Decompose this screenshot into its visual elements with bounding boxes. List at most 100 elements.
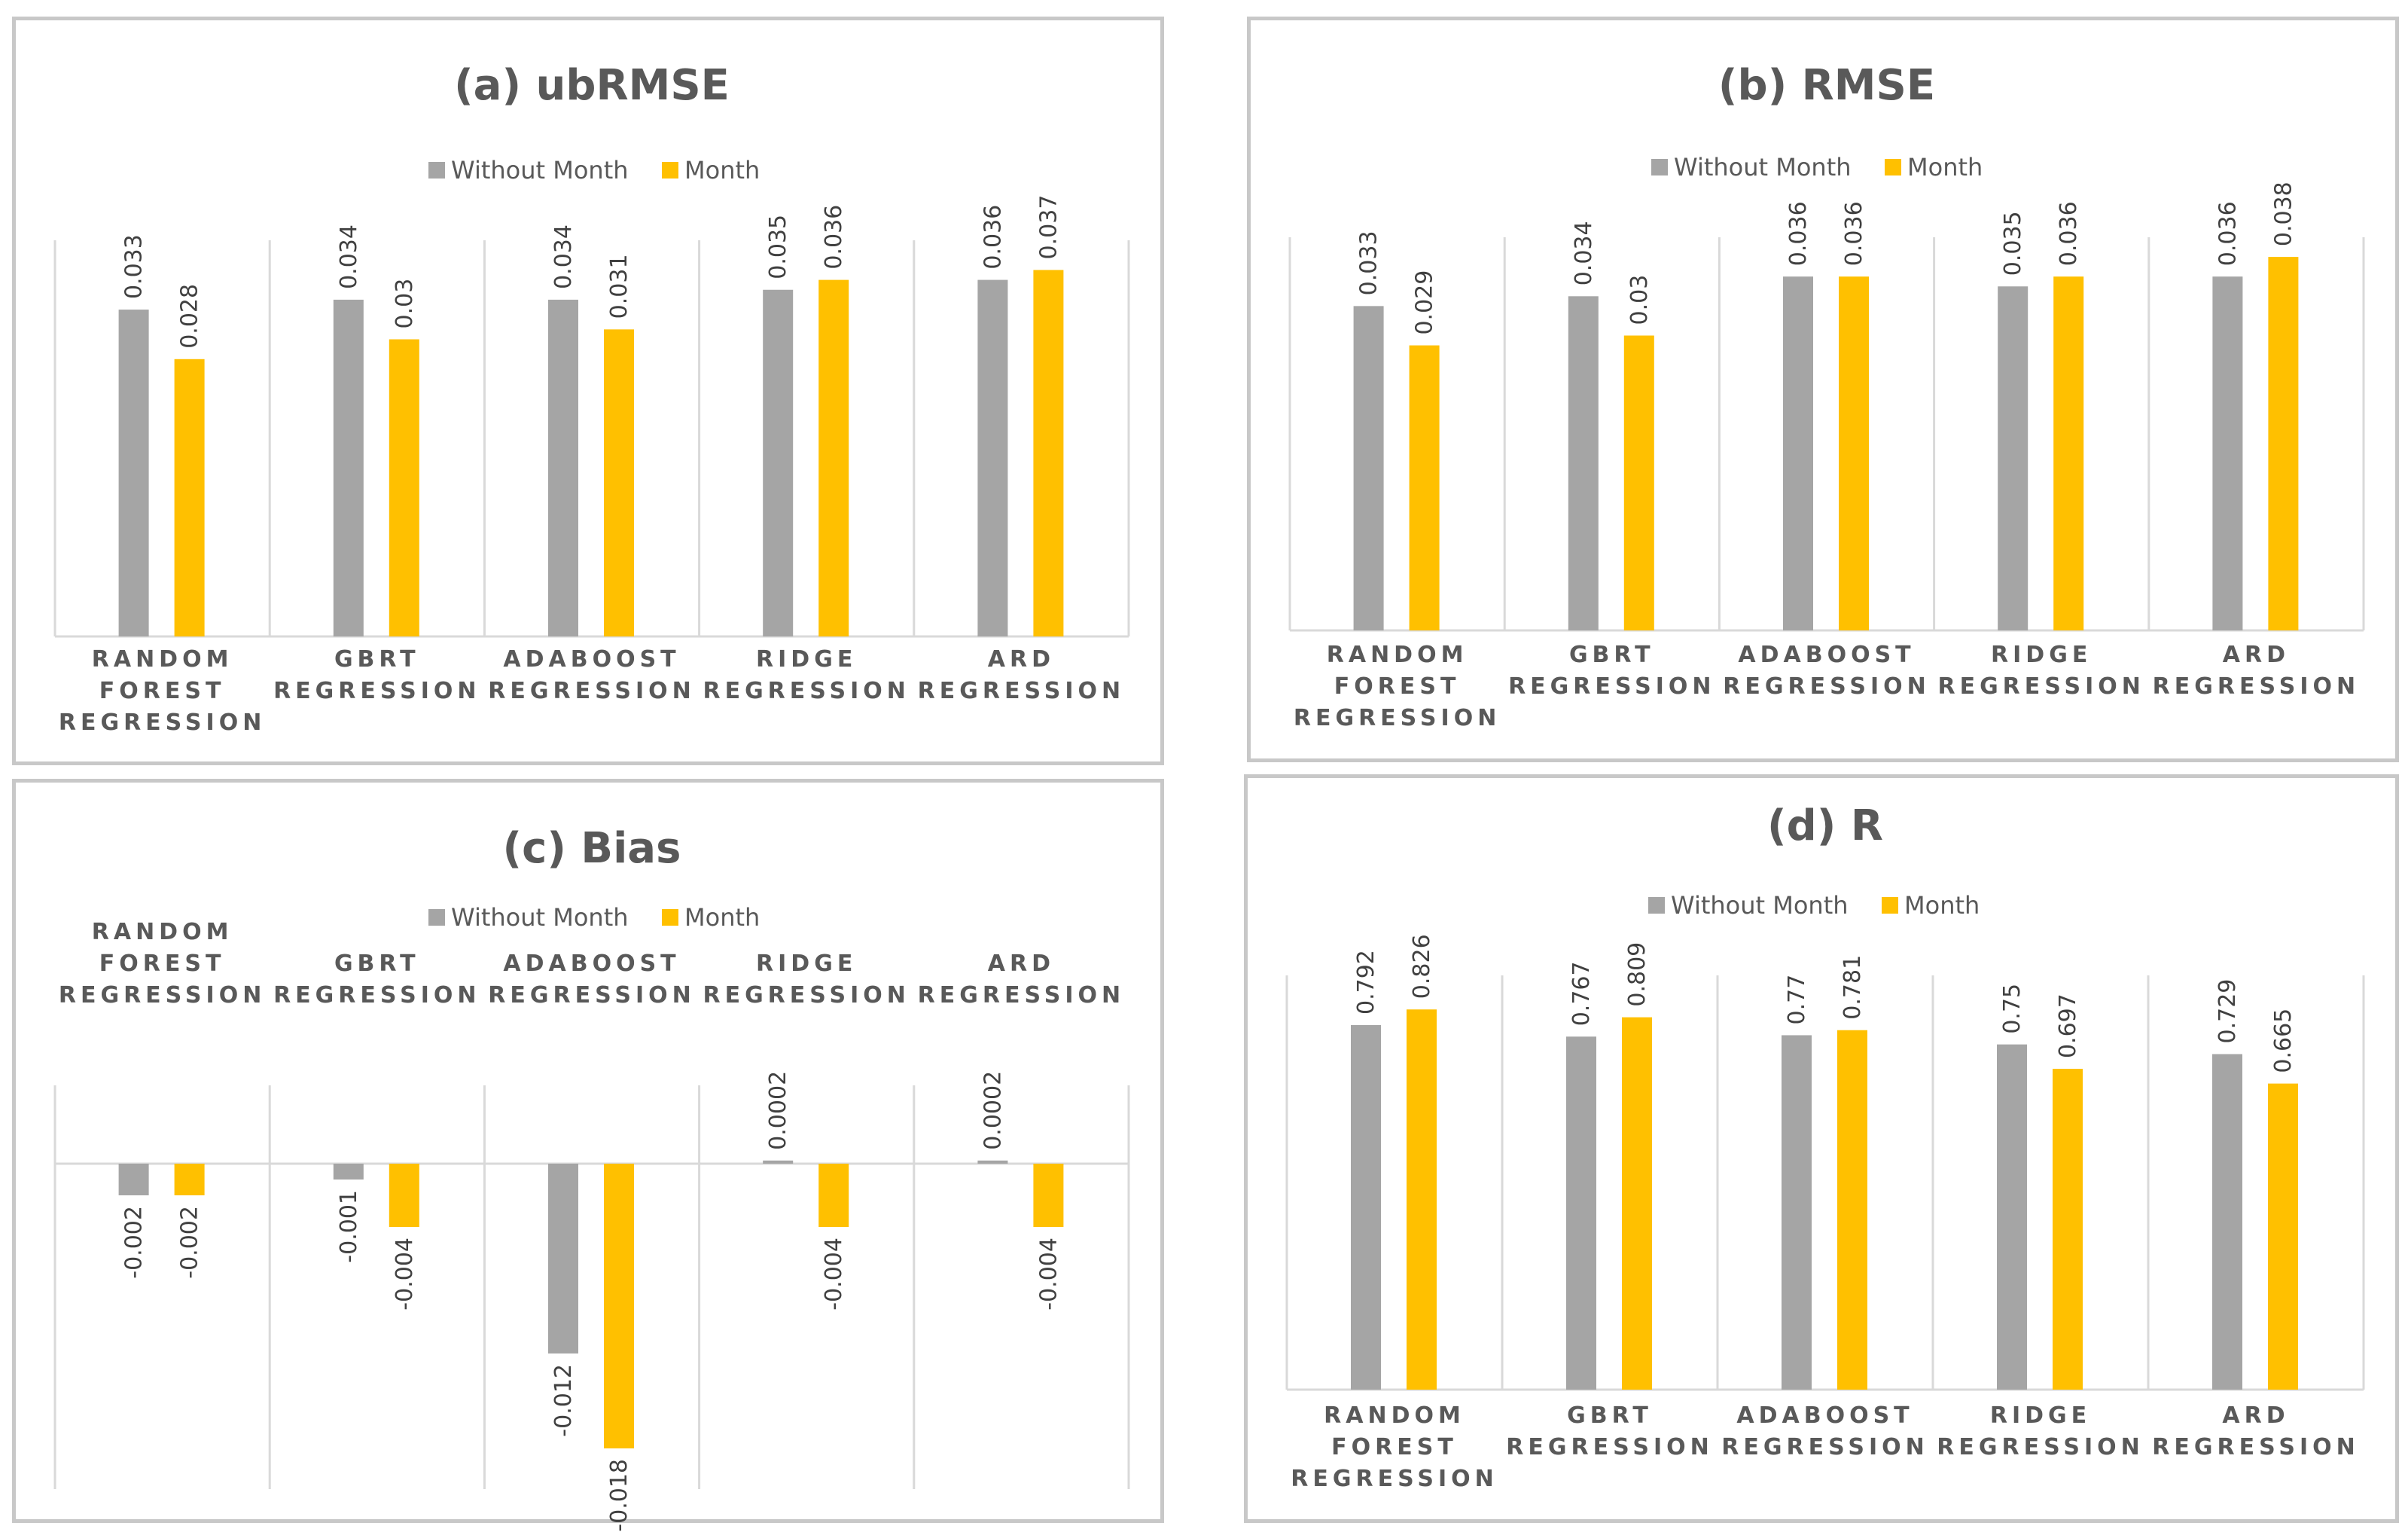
category-label: ARD REGRESSION bbox=[2153, 642, 2360, 700]
chart-svg: (b) RMSE Without Month Month 0.033 0.034 0.03… bbox=[1288, 61, 2365, 731]
data-label: 0.028 bbox=[177, 284, 203, 349]
bar bbox=[333, 299, 364, 636]
bar bbox=[2268, 1083, 2298, 1390]
data-label: -0.002 bbox=[121, 1206, 148, 1279]
data-label: 0.0002 bbox=[980, 1071, 1006, 1150]
data-label: 0.033 bbox=[121, 234, 148, 299]
data-label: 0.037 bbox=[1035, 195, 1062, 260]
data-label: 0.034 bbox=[1571, 221, 1597, 285]
data-label: 0.767 bbox=[1568, 961, 1595, 1026]
legend-swatch bbox=[428, 909, 445, 926]
category-label: RANDOM FOREST REGRESSION bbox=[1291, 1402, 1498, 1492]
legend: Without Month Month bbox=[428, 903, 760, 932]
category-label: RIDGE REGRESSION bbox=[1937, 1402, 2144, 1460]
category-label: ARD REGRESSION bbox=[918, 951, 1125, 1009]
chart-panel-bias: (c) Bias Without Month Month -0.002 -0.001 -0… bbox=[12, 779, 1164, 1532]
bar bbox=[2212, 1054, 2242, 1390]
bar bbox=[389, 1164, 419, 1227]
legend-swatch bbox=[1648, 897, 1665, 914]
data-label: 0.029 bbox=[1412, 270, 1438, 335]
bar bbox=[1033, 1164, 1064, 1227]
legend-label: Month bbox=[1904, 891, 1980, 920]
legend-label: Without Month bbox=[451, 903, 629, 932]
bar bbox=[604, 1164, 634, 1448]
category-label: ADABOOST REGRESSION bbox=[1721, 1402, 1928, 1460]
data-label: 0.033 bbox=[1356, 230, 1382, 295]
data-label: 0.665 bbox=[2270, 1009, 2297, 1073]
bar bbox=[2212, 276, 2243, 630]
category-label: ARD REGRESSION bbox=[2152, 1402, 2359, 1460]
category-label: ADABOOST REGRESSION bbox=[488, 951, 695, 1009]
category-label: ADABOOST REGRESSION bbox=[488, 646, 695, 704]
data-label: 0.729 bbox=[2214, 979, 2241, 1044]
category-label: RIDGE REGRESSION bbox=[1937, 642, 2144, 700]
data-label: 0.781 bbox=[1840, 955, 1866, 1020]
legend: Without Month Month bbox=[428, 156, 760, 185]
data-label: -0.004 bbox=[392, 1238, 418, 1311]
data-label: 0.038 bbox=[2270, 182, 2297, 246]
legend-swatch bbox=[1885, 159, 1901, 175]
bar bbox=[977, 1160, 1008, 1164]
data-label: 0.031 bbox=[606, 254, 632, 319]
data-label: 0.792 bbox=[1353, 950, 1379, 1015]
bar bbox=[818, 279, 849, 636]
bar bbox=[2053, 1069, 2083, 1390]
legend-swatch bbox=[1882, 897, 1898, 914]
data-label: 0.809 bbox=[1624, 942, 1651, 1007]
bar bbox=[1353, 306, 1384, 630]
chart-panel-r: (d) R Without Month Month 0.792 0.767 0.77 0.7… bbox=[1244, 774, 2399, 1523]
data-label: 0.036 bbox=[2056, 201, 2082, 266]
data-label: 0.036 bbox=[2214, 201, 2241, 266]
category-label: ADABOOST REGRESSION bbox=[1723, 642, 1930, 700]
data-label: 0.034 bbox=[550, 224, 577, 289]
category-label: RANDOM FOREST REGRESSION bbox=[1294, 642, 1501, 731]
data-label: -0.001 bbox=[336, 1190, 362, 1263]
bar bbox=[1997, 1044, 2027, 1390]
data-label: 0.036 bbox=[821, 205, 847, 270]
data-label: 0.77 bbox=[1784, 975, 1810, 1025]
bar bbox=[389, 339, 419, 636]
chart-svg: (c) Bias Without Month Month -0.002 -0.001 -0… bbox=[53, 824, 1130, 1532]
data-label: -0.018 bbox=[606, 1459, 632, 1532]
legend-label: Month bbox=[1907, 153, 1983, 182]
bar bbox=[604, 329, 634, 636]
bar bbox=[1782, 1035, 1812, 1390]
data-label: -0.012 bbox=[550, 1364, 577, 1437]
legend-label: Without Month bbox=[1674, 153, 1852, 182]
bar bbox=[818, 1164, 849, 1227]
data-label: 0.036 bbox=[1785, 201, 1812, 266]
data-label: 0.697 bbox=[2055, 993, 2081, 1058]
chart-title: (d) R bbox=[1767, 801, 1883, 850]
category-label: RIDGE REGRESSION bbox=[703, 951, 910, 1009]
legend: Without Month Month bbox=[1651, 153, 1983, 182]
chart-svg: (d) R Without Month Month 0.792 0.767 0.77 0.7… bbox=[1285, 801, 2365, 1492]
legend-label: Month bbox=[684, 903, 760, 932]
legend-label: Without Month bbox=[1671, 891, 1849, 920]
data-label: 0.75 bbox=[1999, 984, 2025, 1034]
bar bbox=[1622, 1017, 1652, 1390]
chart-title: (a) ubRMSE bbox=[454, 61, 730, 110]
bar bbox=[118, 310, 149, 636]
bar bbox=[548, 299, 578, 636]
data-label: 0.035 bbox=[2000, 211, 2026, 276]
data-label: 0.035 bbox=[765, 215, 791, 279]
bar bbox=[1409, 345, 1440, 630]
bar bbox=[333, 1164, 364, 1180]
chart-title: (c) Bias bbox=[503, 824, 681, 873]
data-label: -0.004 bbox=[821, 1238, 847, 1311]
bar bbox=[2268, 257, 2299, 630]
bar bbox=[1623, 335, 1654, 630]
category-label: ARD REGRESSION bbox=[918, 646, 1125, 704]
data-label: 0.826 bbox=[1409, 934, 1435, 999]
data-label: 0.03 bbox=[392, 279, 418, 329]
bar bbox=[1568, 296, 1599, 630]
bar bbox=[1998, 286, 2029, 630]
category-label: RIDGE REGRESSION bbox=[703, 646, 910, 704]
legend: Without Month Month bbox=[1648, 891, 1980, 920]
category-label: GBRT REGRESSION bbox=[1506, 1402, 1713, 1460]
category-label: RANDOM FOREST REGRESSION bbox=[59, 919, 266, 1009]
bar bbox=[118, 1164, 149, 1195]
bar bbox=[977, 279, 1008, 636]
data-label: 0.036 bbox=[1841, 201, 1867, 266]
bar bbox=[1566, 1036, 1596, 1390]
